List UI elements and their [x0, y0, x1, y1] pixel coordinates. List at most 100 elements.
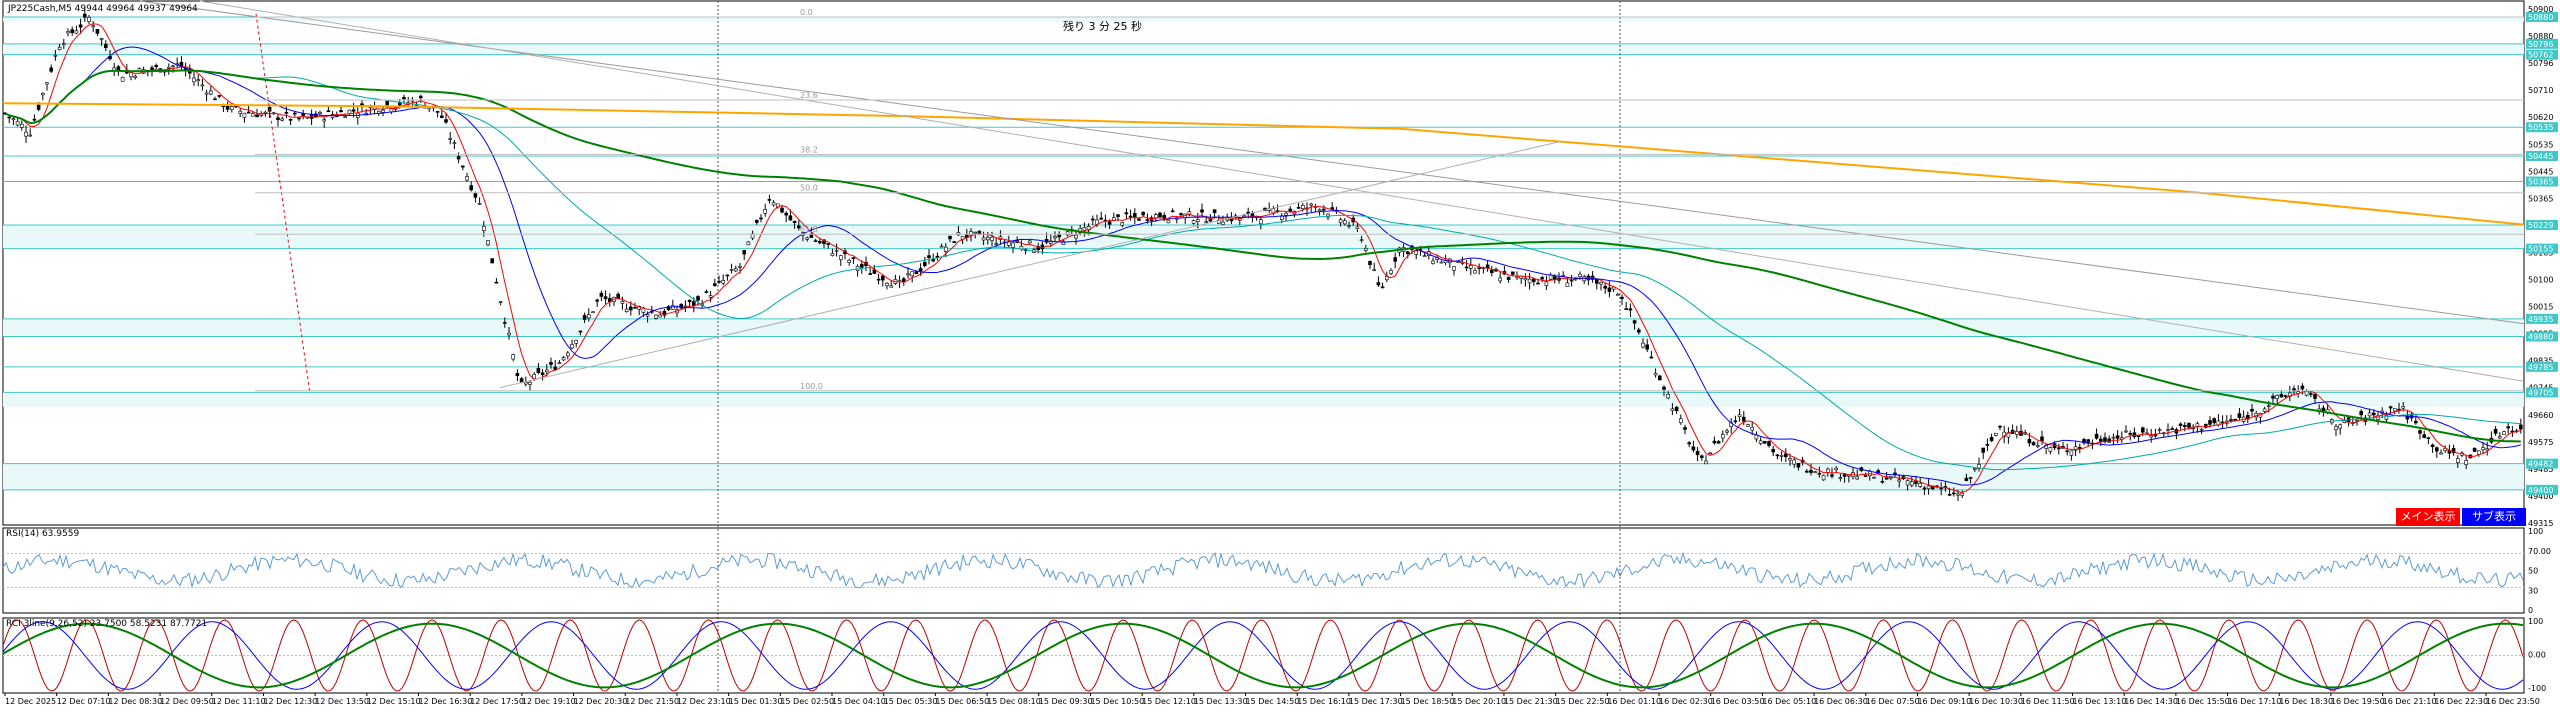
- candle-body: [847, 259, 852, 263]
- candle-body: [817, 241, 822, 244]
- sub-display-button[interactable]: サブ表示: [2462, 508, 2526, 526]
- rsi-pane[interactable]: 100 70.00 50 30 0: [2, 527, 2551, 615]
- fib-level-label: 23.6: [800, 91, 818, 100]
- candle-body: [1242, 215, 1246, 217]
- candle-body: [7, 116, 11, 119]
- main-price-pane[interactable]: 0.0 23.6 38.2 50.0 61.8 100.0: [2, 0, 2525, 693]
- candle-body: [217, 95, 221, 97]
- time-tick-label: 12 Dec 13:50: [315, 697, 369, 706]
- candle-body: [654, 314, 658, 319]
- candle-body: [2275, 395, 2279, 400]
- candle-body: [49, 67, 54, 72]
- candle-body: [1124, 212, 1129, 215]
- price-level-tag-text: 49482: [2528, 460, 2553, 469]
- candle-body: [326, 110, 331, 112]
- support-zone: [3, 463, 2524, 490]
- candle-body: [1716, 441, 1721, 444]
- candle-body: [1632, 320, 1637, 324]
- candle-body: [2481, 447, 2485, 451]
- candle-body: [456, 156, 461, 160]
- candle-body: [1490, 270, 1494, 273]
- candle-body: [1981, 447, 1985, 453]
- candle-body: [1641, 342, 1645, 348]
- candle-body: [586, 314, 591, 319]
- candle-body: [906, 273, 910, 276]
- candle-body: [2414, 420, 2418, 424]
- rsi-axis-label: 0: [2528, 606, 2533, 615]
- candle-body: [746, 241, 751, 246]
- time-tick-label: 15 Dec 17:30: [1349, 697, 1403, 706]
- candle-body: [599, 292, 604, 297]
- candle-body: [805, 237, 810, 240]
- candle-body: [1721, 434, 1725, 439]
- fibo-anchor-line: [255, 13, 311, 395]
- candle-body: [2309, 393, 2313, 395]
- time-tick-label: 12 Dec 16:30: [419, 697, 473, 706]
- candle-body: [561, 357, 566, 361]
- candle-body: [32, 118, 37, 121]
- candle-body: [1771, 448, 1775, 453]
- candle-body: [1872, 476, 1876, 479]
- candle-body: [2384, 415, 2389, 420]
- candle-body: [1649, 356, 1654, 359]
- candle-body: [2065, 450, 2069, 453]
- price-level-tag: [2526, 458, 2558, 469]
- candle-body: [1956, 493, 1960, 496]
- candle-body: [1364, 248, 1368, 251]
- price-level-tag: [2526, 331, 2558, 342]
- candle-body: [2262, 408, 2267, 412]
- candle-body: [2519, 424, 2523, 430]
- candle-body: [1989, 437, 1994, 442]
- candle-body: [1809, 469, 1813, 473]
- candle-body: [1212, 209, 1217, 214]
- candle-body: [1674, 406, 1679, 412]
- candle-body: [2338, 424, 2342, 429]
- rci-pane[interactable]: 100 0.00 -100: [2, 617, 2546, 694]
- candle-body: [2136, 435, 2141, 437]
- price-level-tag: [2526, 122, 2558, 133]
- candle-body: [2267, 405, 2271, 407]
- main-display-button[interactable]: メイン表示: [2396, 508, 2460, 526]
- candle-body: [1645, 344, 1649, 350]
- candle-body: [2472, 447, 2477, 452]
- candle-body: [481, 226, 486, 231]
- candle-body: [1414, 250, 1418, 255]
- candle-body: [1170, 210, 1175, 213]
- candle-body: [192, 77, 196, 83]
- candle-body: [318, 112, 322, 114]
- time-tick-label: 12 Dec 07:10: [57, 697, 111, 706]
- candle-body: [2040, 436, 2044, 442]
- candle-body: [1477, 267, 1481, 270]
- candle-body: [116, 66, 121, 71]
- candle-body: [2506, 426, 2510, 429]
- price-tick-label: 50880: [2528, 32, 2553, 41]
- candle-body: [2149, 435, 2153, 438]
- candle-body: [1998, 425, 2002, 428]
- time-tick-label: 16 Dec 07:50: [1866, 697, 1920, 706]
- candle-body: [2048, 447, 2053, 452]
- support-zone: [3, 392, 2524, 407]
- candle-body: [1842, 474, 1847, 477]
- candle-body: [150, 67, 154, 71]
- support-zone: [3, 224, 2524, 249]
- candle-body: [502, 322, 507, 324]
- candle-body: [2418, 430, 2422, 434]
- candle-body: [1380, 286, 1385, 289]
- candle-body: [2502, 431, 2506, 435]
- candle-body: [1553, 276, 1557, 280]
- candle-body: [679, 303, 684, 309]
- candle-body: [255, 114, 259, 118]
- time-tick-label: 16 Dec 14:30: [2124, 697, 2178, 706]
- candle-body: [351, 109, 356, 112]
- candle-body: [1473, 270, 1477, 274]
- ma-short-line: [4, 23, 2521, 494]
- candle-body: [242, 112, 247, 118]
- candle-body: [666, 306, 671, 311]
- price-tick-label: 50796: [2528, 59, 2553, 68]
- candle-body: [1204, 221, 1208, 223]
- time-tick-label: 12 Dec 08:30: [108, 697, 162, 706]
- candle-body: [2094, 433, 2099, 439]
- time-tick-label: 16 Dec 17:10: [2228, 697, 2282, 706]
